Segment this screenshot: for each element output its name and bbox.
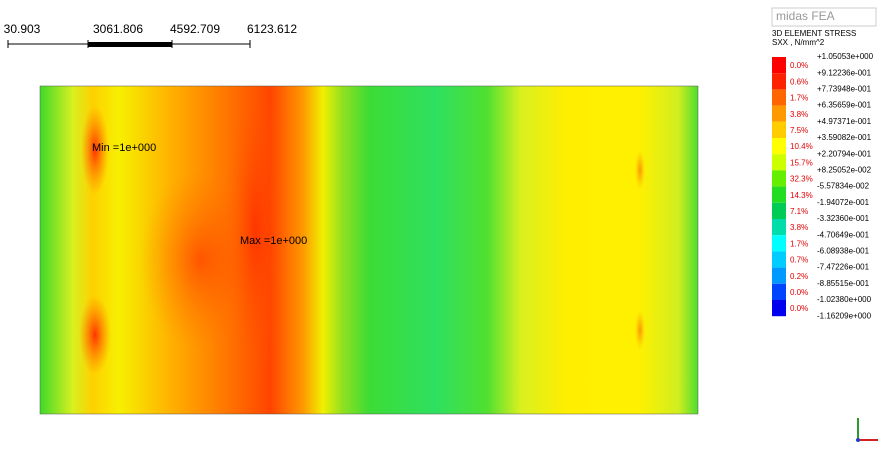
scale-bar: 30.903 3061.806 4592.709 6123.612 <box>4 22 298 48</box>
legend-title: 3D ELEMENT STRESS <box>772 29 856 38</box>
band-percent: 0.6% <box>790 77 808 86</box>
legend-value: -1.16209e+000 <box>817 311 872 320</box>
legend-value: +3.59082e-001 <box>817 133 872 142</box>
max-label: Max =1e+000 <box>240 235 307 247</box>
color-band <box>772 235 786 251</box>
legend-value: -1.94072e-001 <box>817 198 870 207</box>
band-percent: 3.8% <box>790 223 808 232</box>
legend-value: -8.85515e-001 <box>817 279 870 288</box>
scale-label: 4592.709 <box>170 22 220 36</box>
legend-value: +9.12236e-001 <box>817 68 872 77</box>
color-band <box>772 122 786 138</box>
scale-label: 6123.612 <box>247 22 297 36</box>
band-percent: 7.1% <box>790 207 808 216</box>
color-band <box>772 138 786 154</box>
legend-value: +4.97371e-001 <box>817 117 872 126</box>
scale-label: 3061.806 <box>93 22 143 36</box>
legend-value: -1.02380e+000 <box>817 295 872 304</box>
band-percent: 7.5% <box>790 126 808 135</box>
color-band <box>772 89 786 105</box>
legend-value: +8.25052e-002 <box>817 166 872 175</box>
band-percent: 1.7% <box>790 94 808 103</box>
band-percent: 14.3% <box>790 191 813 200</box>
band-percent: 32.3% <box>790 175 813 184</box>
color-band <box>772 187 786 203</box>
legend-value: -6.08938e-001 <box>817 247 870 256</box>
band-percent: 0.2% <box>790 272 808 281</box>
brand: midas FEA <box>776 9 835 23</box>
min-label: Min =1e+000 <box>92 142 156 154</box>
legend-value: -5.57834e-002 <box>817 182 870 191</box>
legend: midas FEA 3D ELEMENT STRESS SXX , N/mm^2… <box>772 8 876 320</box>
band-percent: 0.0% <box>790 61 808 70</box>
color-band <box>772 219 786 235</box>
scale-label: 30.903 <box>4 22 41 36</box>
band-percent: 0.0% <box>790 288 808 297</box>
legend-value: -7.47226e-001 <box>817 263 870 272</box>
band-percent: 15.7% <box>790 158 813 167</box>
color-band <box>772 203 786 219</box>
color-band <box>772 300 786 316</box>
contour-plot: Min =1e+000 Max =1e+000 <box>40 80 698 414</box>
color-band <box>772 268 786 284</box>
color-band <box>772 73 786 89</box>
color-band <box>772 57 786 73</box>
color-band <box>772 106 786 122</box>
legend-value: +2.20794e-001 <box>817 149 872 158</box>
legend-value: +6.35659e-001 <box>817 101 872 110</box>
color-band <box>772 170 786 186</box>
band-percent: 10.4% <box>790 142 813 151</box>
axis-triad <box>856 418 878 442</box>
legend-value: +1.05053e+000 <box>817 52 874 61</box>
legend-value: -4.70649e-001 <box>817 230 870 239</box>
legend-value: -3.32360e-001 <box>817 214 870 223</box>
legend-value: +7.73948e-001 <box>817 85 872 94</box>
color-band <box>772 284 786 300</box>
band-percent: 3.8% <box>790 110 808 119</box>
page: 30.903 3061.806 4592.709 6123.612 Min =1e+0… <box>0 0 882 451</box>
band-percent: 1.7% <box>790 239 808 248</box>
legend-subtitle: SXX , N/mm^2 <box>772 38 825 47</box>
band-percent: 0.0% <box>790 304 808 313</box>
color-band <box>772 251 786 267</box>
band-percent: 0.7% <box>790 256 808 265</box>
color-band <box>772 154 786 170</box>
